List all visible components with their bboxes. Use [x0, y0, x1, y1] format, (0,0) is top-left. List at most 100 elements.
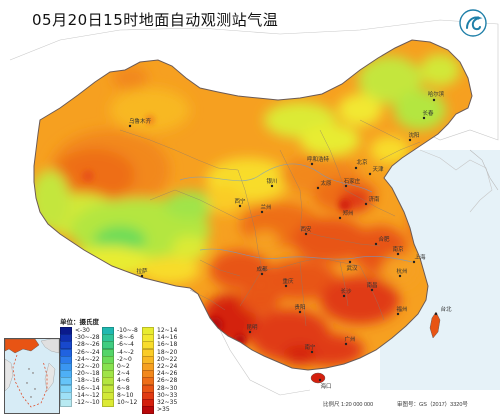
- yellow-river: [179, 163, 373, 193]
- legend-entry: -8~-6: [102, 334, 134, 343]
- legend-entry: -14~-12: [60, 391, 100, 400]
- legend-entry: 12~14: [142, 327, 178, 335]
- legend-entry: -20~-18: [60, 370, 100, 379]
- legend-label: -2~0: [117, 355, 132, 363]
- city-label: 拉萨: [136, 269, 148, 275]
- south-china-sea-inset: [4, 338, 60, 414]
- city-label: 郑州: [342, 211, 354, 217]
- taiwan-island: [429, 311, 441, 339]
- legend-entry: 24~26: [142, 370, 177, 379]
- legend-entry: -26~-24: [60, 348, 100, 357]
- country-outline: [33, 39, 473, 371]
- legend-entry: 8~10: [102, 391, 133, 400]
- legend-label: -30~-28: [75, 334, 100, 342]
- city-label: 石家庄: [343, 179, 361, 185]
- legend-label: 0~2: [117, 363, 130, 370]
- legend-entry: -12~-10: [60, 399, 100, 407]
- city-label: 贵阳: [294, 305, 306, 311]
- city-label: 兰州: [260, 205, 272, 211]
- legend-entry: 30~33: [142, 391, 177, 400]
- legend-entry: -22~-20: [60, 363, 100, 371]
- inset-map: [5, 339, 59, 413]
- city-label: 济南: [368, 197, 380, 203]
- legend-entry: 32~35: [142, 399, 178, 407]
- page-title: 05月20日15时地面自动观测站气温: [32, 11, 279, 29]
- legend-entry: 28~30: [142, 384, 178, 393]
- legend-entry: -16~-14: [60, 384, 100, 393]
- legend-entry: -30~-28: [60, 334, 100, 343]
- legend-entry: 16~18: [142, 341, 178, 350]
- legend-label: -20~-18: [75, 370, 100, 378]
- city-label: 昆明: [246, 325, 258, 331]
- legend-label: 4~6: [117, 377, 130, 385]
- legend-label: -6~-4: [117, 341, 134, 349]
- city-label: 沈阳: [408, 133, 420, 139]
- legend-label: -22~-20: [75, 363, 100, 370]
- legend-label: -28~-26: [75, 341, 100, 349]
- city-label: 重庆: [282, 279, 294, 285]
- city-label: 广州: [344, 337, 356, 343]
- legend-label: 28~30: [157, 384, 178, 392]
- korea-border: [419, 149, 493, 213]
- legend-label: -12~-10: [75, 399, 100, 406]
- legend-label: 26~28: [157, 377, 178, 385]
- city-label: 杭州: [396, 269, 408, 275]
- legend-label: -14~-12: [75, 391, 100, 399]
- city-label: 哈尔滨: [427, 92, 445, 98]
- legend-label: -8~-6: [117, 334, 134, 342]
- legend-label: 12~14: [157, 327, 178, 334]
- legend-label: -26~-24: [75, 348, 100, 356]
- city-label: 西宁: [234, 199, 246, 205]
- legend-entry: 26~28: [142, 377, 178, 386]
- legend-entry: -28~-26: [60, 341, 100, 350]
- city-label: 长沙: [340, 289, 352, 295]
- legend-label: <-30: [75, 327, 90, 334]
- legend-entry: 10~12: [102, 399, 137, 407]
- legend-entry: -18~-16: [60, 377, 100, 386]
- legend-label: -10~-8: [117, 327, 138, 334]
- legend-label: -4~-2: [117, 348, 134, 356]
- legend-label: -16~-14: [75, 384, 100, 392]
- japan-coast: [469, 149, 499, 191]
- legend-label: 22~24: [157, 363, 178, 370]
- city-label: 长春: [422, 111, 434, 117]
- city-label: 合肥: [378, 237, 390, 243]
- legend-label: >35: [157, 406, 170, 414]
- legend-label: 32~35: [157, 399, 178, 406]
- legend-swatch: [142, 406, 154, 415]
- map-scale-text: 比例尺 1:20 000 000: [323, 402, 374, 408]
- city-label: 北京: [356, 160, 368, 166]
- neighbor-border: [9, 19, 499, 141]
- city-label: 成都: [256, 267, 268, 273]
- legend-entry: 2~4: [102, 370, 130, 379]
- legend-label: 20~22: [157, 355, 178, 363]
- cma-logo-icon: [459, 9, 487, 37]
- legend-entry: -24~-22: [60, 355, 100, 364]
- legend-swatch: [60, 399, 72, 407]
- legend-entry: >35: [142, 406, 170, 415]
- legend-entry: -4~-2: [102, 348, 134, 357]
- legend-entry: 20~22: [142, 355, 178, 364]
- city-label: 天津: [372, 167, 384, 173]
- legend-label: 14~16: [157, 334, 178, 342]
- southeast-asia-border: [209, 309, 311, 396]
- city-label: 南昌: [366, 283, 378, 289]
- city-label: 银川: [266, 179, 278, 185]
- legend-entry: <-30: [60, 327, 90, 335]
- city-markers: [128, 98, 438, 382]
- legend-label: -24~-22: [75, 355, 100, 363]
- legend-entry: -10~-8: [102, 327, 138, 335]
- legend-entry: 0~2: [102, 363, 130, 371]
- hainan-island: [310, 372, 326, 384]
- province-borders: [119, 119, 421, 327]
- city-label: 上海: [414, 255, 426, 261]
- legend-entry: 6~8: [102, 384, 130, 393]
- legend-label: 16~18: [157, 341, 178, 349]
- legend-label: 6~8: [117, 384, 130, 392]
- city-label: 武汉: [346, 266, 358, 272]
- legend-entry: 14~16: [142, 334, 178, 343]
- city-label: 海口: [320, 384, 332, 390]
- city-label: 台北: [440, 307, 452, 313]
